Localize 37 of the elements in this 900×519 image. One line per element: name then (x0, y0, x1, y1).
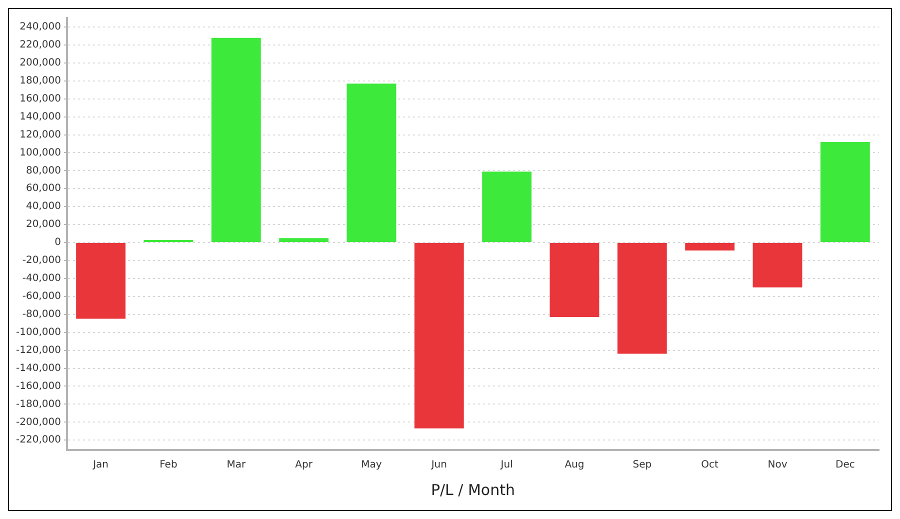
x-tick-label: Mar (226, 460, 246, 471)
y-tick-label: -180,000 (16, 398, 61, 410)
y-tick-label: -200,000 (16, 416, 61, 428)
x-tick-label: Aug (564, 460, 584, 471)
y-tick-label: 180,000 (20, 75, 61, 86)
y-tick-label: 220,000 (20, 40, 61, 51)
y-tick-label: -20,000 (22, 255, 61, 266)
y-tick-label: -120,000 (16, 344, 61, 356)
y-tick-label: -80,000 (22, 308, 61, 320)
y-tick-label: 200,000 (20, 58, 61, 68)
x-tick-label: Oct (701, 460, 719, 471)
y-tick-label: 20,000 (26, 219, 61, 230)
y-tick-label: 160,000 (20, 93, 61, 104)
x-tick-label: Apr (295, 460, 314, 471)
x-tick-label: Feb (160, 460, 178, 471)
y-tick-label: -140,000 (16, 362, 61, 374)
y-tick-label: 60,000 (26, 183, 61, 194)
y-tick-label: 240,000 (20, 22, 61, 33)
x-tick-label: Sep (632, 460, 652, 471)
x-tick-label: May (361, 460, 382, 471)
y-tick-label: 120,000 (20, 129, 61, 140)
y-tick-label: 140,000 (20, 111, 61, 122)
y-tick-label: -100,000 (16, 326, 61, 338)
y-tick-label: 40,000 (26, 201, 61, 212)
y-tick-label: -220,000 (16, 434, 61, 446)
y-tick-label: 0 (54, 237, 61, 248)
x-tick-label: Jul (500, 460, 513, 471)
y-tick-label: -160,000 (16, 380, 61, 392)
y-tick-label: 100,000 (20, 147, 61, 158)
y-tick-label: -40,000 (22, 273, 61, 284)
x-tick-label: Nov (768, 460, 788, 471)
y-tick-label: -60,000 (22, 291, 61, 302)
x-axis-title: P/L / Month (430, 480, 516, 499)
y-tick-label: 80,000 (26, 165, 61, 176)
x-tick-label: Dec (835, 460, 855, 471)
x-tick-label: Jan (92, 460, 109, 471)
x-tick-label: Jun (430, 460, 447, 471)
